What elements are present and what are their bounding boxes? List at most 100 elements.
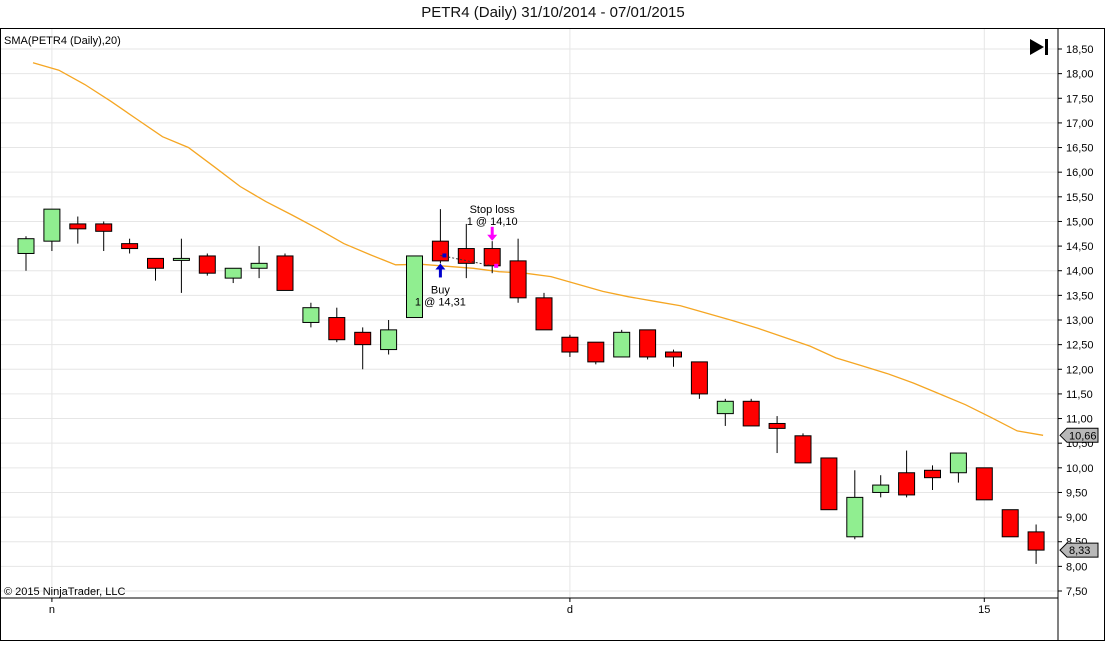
candle <box>820 457 838 511</box>
candle-body <box>95 223 113 232</box>
candle-body <box>690 361 708 395</box>
candle <box>302 302 320 328</box>
stop-label: Stop loss <box>470 204 516 216</box>
candle <box>924 465 941 490</box>
y-tick-label: 13,00 <box>1066 315 1094 327</box>
candle <box>535 292 553 331</box>
candle-body <box>587 341 605 363</box>
candle <box>224 267 242 284</box>
candle <box>17 236 35 271</box>
candle <box>561 334 579 357</box>
x-axis: n d 15 <box>1 597 1058 616</box>
y-tick-label: 15,50 <box>1066 192 1094 204</box>
sma-line <box>32 62 1044 436</box>
candle-body <box>147 257 164 269</box>
candle-body <box>535 297 553 331</box>
candle <box>975 467 993 501</box>
candle-body <box>716 400 734 415</box>
candle <box>147 257 164 281</box>
candle <box>276 253 294 291</box>
candle <box>742 398 760 427</box>
y-tick-label: 18,00 <box>1066 69 1094 81</box>
candle <box>121 238 139 254</box>
y-tick-label: 8,00 <box>1066 561 1087 573</box>
chart-title: PETR4 (Daily) 31/10/2014 - 07/01/2015 <box>421 4 685 21</box>
candle-body <box>69 223 87 230</box>
y-tick-label: 16,50 <box>1066 143 1094 155</box>
candle <box>898 450 916 498</box>
candle <box>380 320 398 355</box>
y-tick-label: 9,00 <box>1066 512 1087 524</box>
candle <box>665 349 682 367</box>
y-tick-label: 12,50 <box>1066 340 1094 352</box>
candle <box>1001 509 1019 538</box>
candle-body <box>431 240 449 262</box>
candle-body <box>613 331 631 358</box>
candle-body <box>561 336 579 353</box>
y-tick-label: 18,50 <box>1066 44 1094 56</box>
candle-body <box>172 257 190 261</box>
candle <box>483 241 501 274</box>
skip-to-end-icon[interactable] <box>1030 39 1048 55</box>
price-tag-shape <box>1059 427 1099 443</box>
candle-body <box>639 329 657 358</box>
candle-body <box>224 267 242 279</box>
candle-body <box>794 435 812 464</box>
candle-body <box>328 317 346 341</box>
candle <box>690 361 708 399</box>
x-tick-label: 15 <box>978 604 990 616</box>
y-tick-label: 15,00 <box>1066 216 1094 228</box>
buy-price-label: 1 @ 14,31 <box>415 296 466 308</box>
y-tick-label: 14,50 <box>1066 241 1094 253</box>
candle <box>457 223 475 279</box>
price-tag-label: 8,33 <box>1069 545 1090 557</box>
y-tick-label: 11,00 <box>1066 414 1093 426</box>
candle-body <box>121 243 139 250</box>
chart-area[interactable]: Buy 1 @ 14,31 Stop loss 1 @ 14,10 18,50 18,0… <box>0 28 1106 642</box>
candle <box>846 470 864 540</box>
indicator-label: SMA(PETR4 (Daily),20) <box>4 35 121 47</box>
candle-body <box>17 238 35 254</box>
candle <box>406 255 423 319</box>
candle-body <box>742 400 760 427</box>
price-tag: 8,33 <box>1059 542 1099 558</box>
candle-body <box>872 484 890 493</box>
buy-arrow-icon <box>438 268 442 278</box>
candle-body <box>975 467 993 501</box>
y-tick-label: 12,00 <box>1066 364 1094 376</box>
y-tick-label: 7,50 <box>1066 586 1087 598</box>
candle <box>639 329 657 360</box>
buy-entry-mark <box>442 253 447 258</box>
buy-arrow-icon <box>435 263 446 270</box>
copyright-text: © 2015 NinjaTrader, LLC <box>4 586 125 598</box>
candle-body <box>924 469 941 479</box>
stop-arrow-icon <box>490 226 494 236</box>
candle <box>172 238 190 293</box>
candle <box>198 253 216 276</box>
candle-body <box>509 260 527 299</box>
sma-series-line <box>32 62 1044 436</box>
candle <box>587 341 605 365</box>
buy-label: Buy <box>431 284 450 296</box>
x-tick-label: d <box>567 604 573 616</box>
candle <box>69 216 87 244</box>
candle-body <box>198 255 216 274</box>
y-tick-label: 10,00 <box>1066 463 1094 475</box>
y-tick-label: 9,50 <box>1066 487 1087 499</box>
stop-exit-mark <box>494 263 499 268</box>
candle-body <box>1027 531 1045 551</box>
gridlines <box>1 29 1058 598</box>
candle <box>613 329 631 358</box>
candle <box>250 246 268 279</box>
candle-body <box>1001 509 1019 538</box>
candle-body <box>406 255 423 319</box>
candle <box>43 208 61 252</box>
y-tick-label: 17,50 <box>1066 93 1094 105</box>
price-tag: 10,66 <box>1059 427 1099 443</box>
candle <box>1027 524 1045 564</box>
trade-connector-line <box>440 254 493 267</box>
candle-body <box>820 457 838 511</box>
chart-frame <box>0 28 1105 641</box>
